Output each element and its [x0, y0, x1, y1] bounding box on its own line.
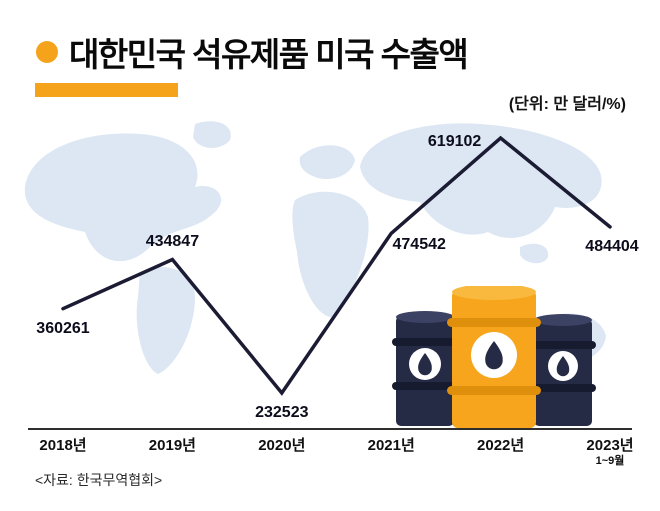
title-bullet-icon: [36, 41, 58, 63]
title-underline: [35, 83, 178, 97]
oil-drop-icon: [485, 341, 503, 370]
oil-drop-icon: [556, 356, 570, 377]
unit-label: (단위: 만 달러/%): [508, 96, 626, 113]
x-axis-label: 2018년: [39, 437, 87, 454]
oil-barrel-icon: [530, 314, 596, 426]
oil-barrel-icon: [447, 286, 541, 428]
x-axis-label: 2022년: [477, 437, 525, 454]
page-title: 대한민국 석유제품 미국 수출액: [69, 36, 469, 73]
x-axis-sublabel: 1~9월: [595, 455, 625, 467]
source-note: <자료: 한국무역협회>: [35, 472, 163, 488]
oil-barrels-illustration: [392, 286, 596, 428]
oil-drop-icon: [418, 353, 432, 376]
x-axis-label: 2023년 1~9월: [586, 437, 634, 468]
x-axis-label: 2021년: [367, 437, 415, 454]
x-axis-label: 2020년: [258, 437, 306, 454]
x-axis-line: [28, 428, 632, 430]
x-axis-label: 2019년: [148, 437, 196, 454]
oil-barrel-icon: [392, 311, 458, 426]
